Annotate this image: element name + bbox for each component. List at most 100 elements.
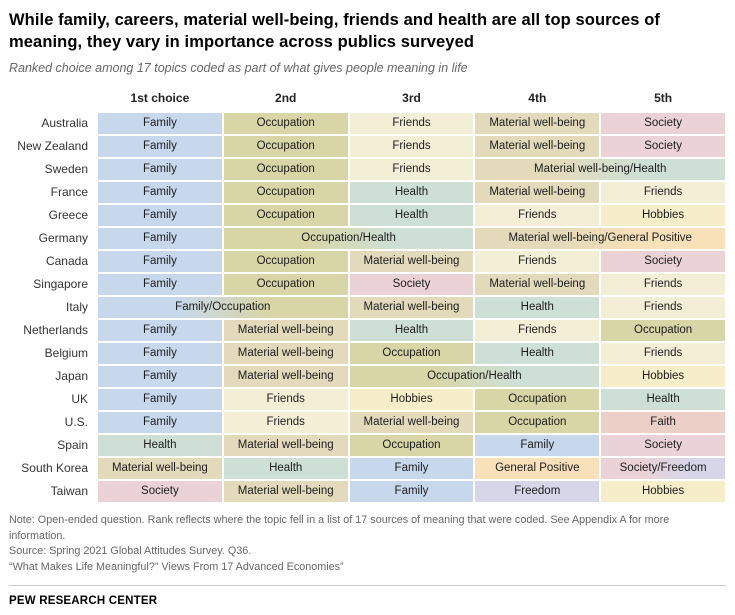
rank-cell: Family (97, 410, 223, 434)
table-row: Japan Family Material well-being Occupation… (9, 364, 726, 388)
column-header: 2nd (275, 90, 297, 105)
rank-cell: Hobbies (600, 203, 726, 227)
rank-cell: Family (97, 341, 223, 365)
table-row: Singapore Family Occupation Society Material… (9, 272, 726, 296)
column-header: 1st choice (130, 90, 190, 105)
row-label: New Zealand (17, 139, 88, 154)
rank-cell: Friends (348, 157, 475, 181)
rank-cell: Material well-being/General Positive (474, 226, 726, 250)
table-row: South Korea Material well-being Health Fami… (9, 456, 726, 480)
rank-cell: Friends (474, 203, 601, 227)
table-row: Greece Family Occupation Health Friends Hobbi… (9, 203, 726, 227)
rank-cell: Friends (222, 410, 349, 434)
rank-cell: Family (474, 433, 601, 457)
table-body: Australia Family Occupation Friends Material… (9, 111, 726, 503)
rank-cell: Friends (474, 249, 601, 273)
rank-cell: Occupation (222, 134, 349, 158)
rank-cell: Society/Freedom (600, 456, 726, 480)
rank-cell: Friends (222, 387, 349, 411)
table-row: U.S. Family Friends Material well-being Occu… (9, 410, 726, 434)
rank-cell: Freedom (474, 479, 601, 503)
row-label: Italy (65, 300, 88, 315)
table-row: New Zealand Family Occupation Friends Materi… (9, 134, 726, 158)
row-label: Germany (38, 231, 88, 246)
rank-cell: Family (97, 203, 223, 227)
rank-cell: Material well-being (348, 249, 475, 273)
pew-research-center-logo: PEW RESEARCH CENTER (9, 595, 158, 608)
rank-cell: Friends (600, 341, 726, 365)
rank-cell: Family/Occupation (97, 295, 349, 319)
rank-cell: Family (97, 318, 223, 342)
rank-cell: Material well-being (222, 364, 349, 388)
rank-cell: Occupation (222, 111, 349, 135)
row-label: France (50, 185, 88, 200)
rank-cell: Family (97, 387, 223, 411)
rank-cell: Friends (600, 180, 726, 204)
rank-cell: Family (97, 111, 223, 135)
rank-cell: Material well-being/Health (474, 157, 726, 181)
rank-cell: Society (600, 433, 726, 457)
rank-cell: Occupation (348, 433, 475, 457)
table-row: Sweden Family Occupation Friends Material we… (9, 157, 726, 181)
rank-cell: Occupation/Health (222, 226, 475, 250)
row-label: Canada (45, 254, 88, 269)
column-header: 3rd (402, 90, 421, 105)
rank-cell: Health (348, 318, 475, 342)
rank-cell: Health (474, 341, 601, 365)
rank-cell: Occupation (222, 249, 349, 273)
rank-cell: Material well-being (222, 479, 349, 503)
rank-cell: Health (600, 387, 726, 411)
page-title: While family, careers, material well-bei… (9, 11, 660, 51)
row-label: Sweden (44, 162, 88, 177)
figure-subtitle: Ranked choice among 17 topics coded as p… (9, 60, 468, 75)
row-label: UK (71, 392, 88, 407)
rank-cell: Occupation (474, 410, 601, 434)
rank-cell: Material well-being (474, 180, 601, 204)
rank-cell: Occupation (348, 341, 475, 365)
row-label: Australia (41, 116, 88, 131)
row-label: Netherlands (23, 323, 88, 338)
rank-cell: Health (474, 295, 601, 319)
rank-cell: Material well-being (97, 456, 223, 480)
rank-cell: Family (97, 180, 223, 204)
table-header-row: 1st choice 2nd 3rd 4th 5th (9, 88, 726, 112)
row-label: Greece (48, 208, 88, 223)
rank-cell: Friends (600, 295, 726, 319)
row-label: South Korea (21, 461, 88, 476)
rank-cell: Family (97, 134, 223, 158)
rank-cell: Family (97, 272, 223, 296)
rank-cell: Occupation (222, 180, 349, 204)
rank-cell: Family (348, 456, 475, 480)
rank-cell: Occupation (222, 157, 349, 181)
rank-cell: Family (348, 479, 475, 503)
rank-cell: Health (97, 433, 223, 457)
rank-cell: Material well-being (222, 341, 349, 365)
rank-cell: Health (348, 180, 475, 204)
report-title-text: “What Makes Life Meaningful?” Views From… (9, 560, 344, 573)
table-row: Taiwan Society Material well-being Family Fr… (9, 479, 726, 503)
table-row: Spain Health Material well-being Occupation… (9, 433, 726, 457)
rank-cell: Society (600, 249, 726, 273)
rank-cell: Friends (348, 134, 475, 158)
row-label: U.S. (64, 415, 88, 430)
row-label: Taiwan (50, 484, 88, 499)
table-row: Canada Family Occupation Material well-bein… (9, 249, 726, 273)
rank-cell: Family (97, 226, 223, 250)
row-label: Belgium (44, 346, 88, 361)
rank-cell: Material well-being (222, 318, 349, 342)
table-row: Australia Family Occupation Friends Material… (9, 111, 726, 135)
rank-cell: Occupation (600, 318, 726, 342)
rank-cell: Faith (600, 410, 726, 434)
rank-cell: Friends (474, 318, 601, 342)
rank-cell: Family (97, 249, 223, 273)
rank-cell: General Positive (474, 456, 601, 480)
row-label: Singapore (33, 277, 88, 292)
rank-cell: Friends (348, 111, 475, 135)
rank-cell: Society (600, 134, 726, 158)
header-spacer (9, 88, 97, 112)
column-header: 4th (528, 90, 547, 105)
rank-cell: Hobbies (600, 479, 726, 503)
ranked-choice-table: 1st choice 2nd 3rd 4th 5th Australia Family Oc… (9, 88, 726, 503)
rank-cell: Occupation/Health (348, 364, 601, 388)
rank-cell: Health (348, 203, 475, 227)
